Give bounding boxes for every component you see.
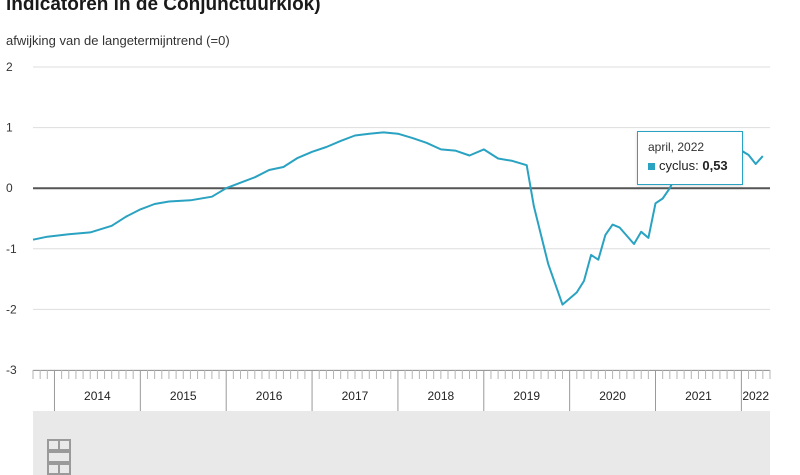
x-tick-label-year: 2021 — [685, 389, 712, 403]
footer-band — [33, 411, 770, 475]
x-axis: 2014 2015 2016 2017 2018 2019 2020 2021 2022 — [32, 370, 771, 411]
x-tick-label-year: 2014 — [84, 389, 111, 403]
x-tick-label-year: 2020 — [599, 389, 626, 403]
x-tick-label-year: 2017 — [342, 389, 369, 403]
x-tick-label-year: 2019 — [513, 389, 540, 403]
y-gridlines — [33, 66, 770, 371]
y-axis-unit-label: afwijking van de langetermijntrend (=0) — [6, 33, 230, 48]
tooltip-series-label: cyclus: — [659, 158, 699, 173]
x-tick-label-year: 2022 — [742, 389, 769, 403]
chart-title: indicatoren in de Conjunctuurklok) — [6, 0, 321, 15]
tooltip-date: april, 2022 — [648, 140, 705, 154]
y-tick-labels: 2 1 0 -1 -2 -3 — [6, 60, 17, 377]
tooltip-value: 0,53 — [702, 158, 728, 173]
x-tick-label-year: 2018 — [428, 389, 455, 403]
x-tick-label-year: 2015 — [170, 389, 197, 403]
tooltip-row: cyclus: 0,53 — [648, 158, 732, 173]
x-tick-label-year: 2016 — [256, 389, 283, 403]
y-tick-label: -3 — [6, 363, 17, 377]
y-tick-label: 2 — [6, 60, 13, 74]
y-tick-label: -2 — [6, 302, 17, 316]
y-tick-label: 1 — [6, 121, 13, 135]
y-tick-label: -1 — [6, 242, 17, 256]
series-swatch-icon — [648, 163, 655, 171]
cbs-logo-icon — [47, 439, 71, 475]
y-tick-label: 0 — [6, 181, 13, 195]
tooltip: april, 2022 cyclus: 0,53 — [637, 131, 743, 185]
